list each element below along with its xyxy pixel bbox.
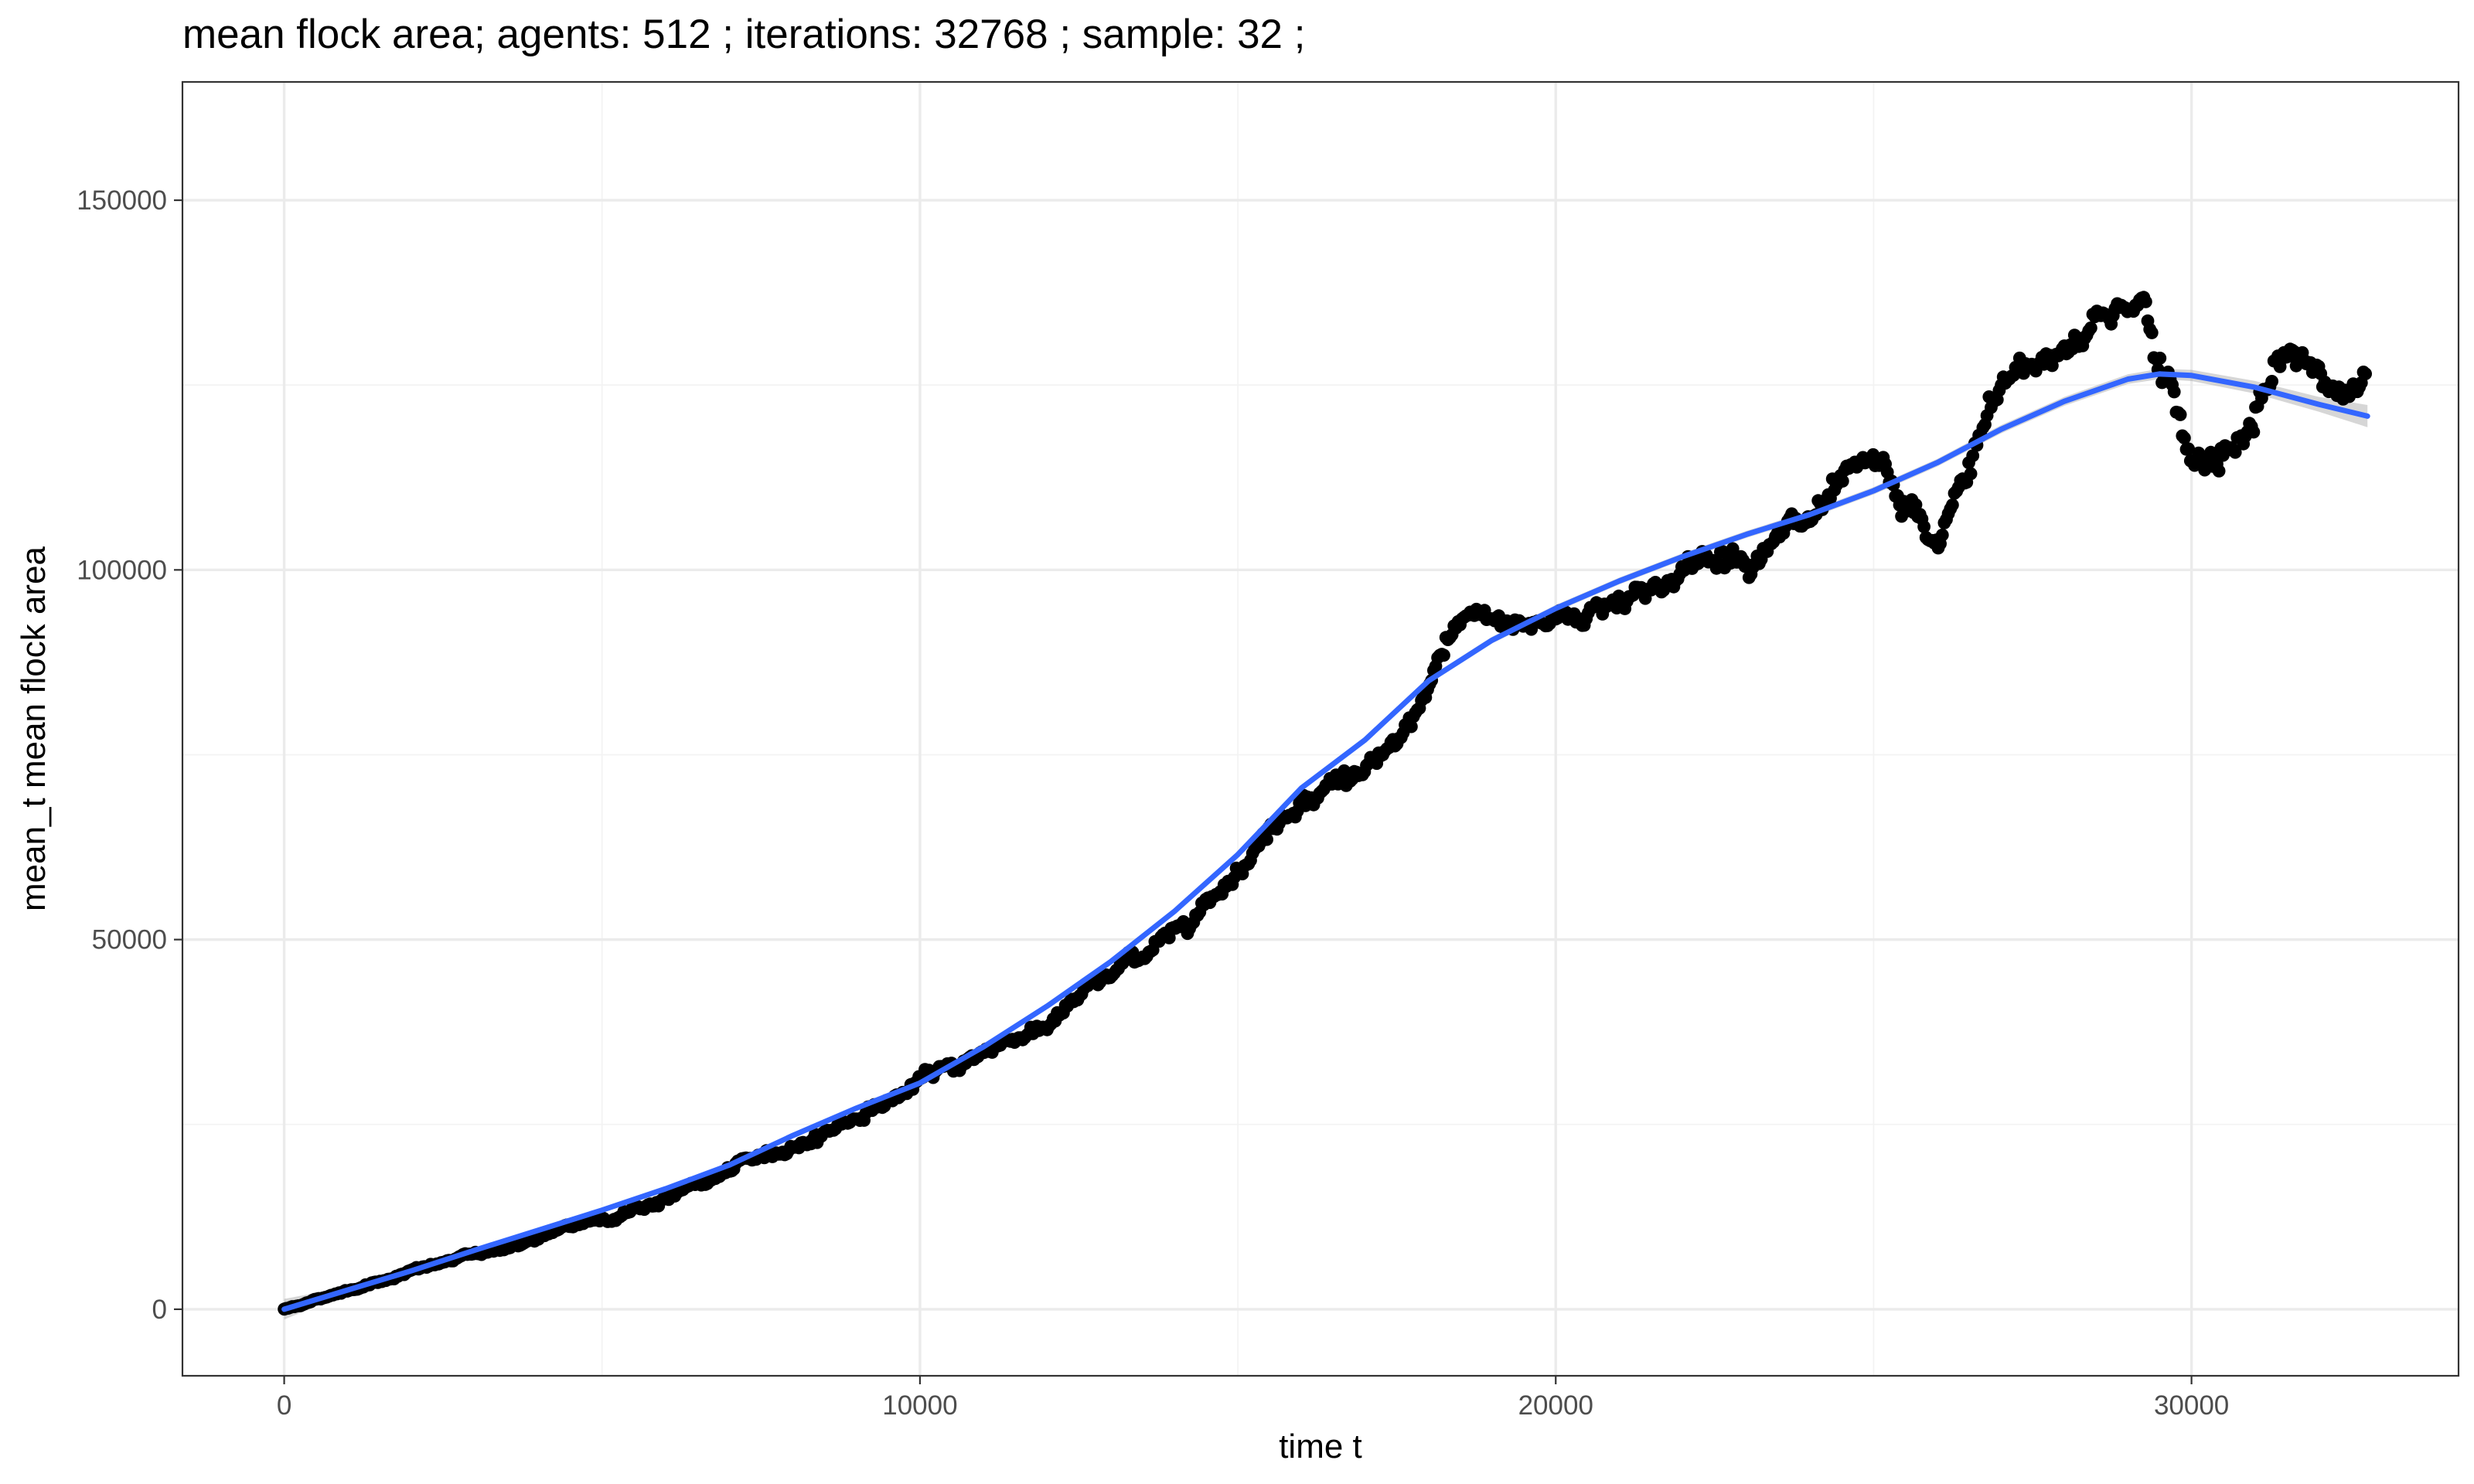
smooth-confidence-band bbox=[284, 369, 2368, 1320]
data-point bbox=[2178, 431, 2191, 445]
scatter-points bbox=[278, 291, 2373, 1316]
x-tick-label: 30000 bbox=[2154, 1390, 2229, 1421]
data-point bbox=[1437, 648, 1450, 662]
data-point bbox=[1405, 720, 1418, 733]
x-tick-label: 0 bbox=[277, 1390, 291, 1421]
data-point bbox=[1946, 498, 1959, 512]
y-axis-ticks: 0 50000 100000 150000 bbox=[77, 186, 182, 1325]
y-tick-label: 0 bbox=[152, 1295, 167, 1325]
x-tick-label: 20000 bbox=[1518, 1390, 1593, 1421]
data-point bbox=[1964, 467, 1978, 481]
chart-title: mean flock area; agents: 512 ; iteration… bbox=[182, 12, 1305, 57]
data-point bbox=[1835, 475, 1849, 488]
y-tick-label: 100000 bbox=[77, 555, 167, 585]
data-point bbox=[2212, 465, 2226, 478]
data-point bbox=[1260, 832, 1273, 846]
data-point bbox=[2247, 425, 2261, 439]
data-point bbox=[2145, 326, 2159, 339]
x-axis-title: time t bbox=[1279, 1428, 1362, 1465]
y-axis-title: mean_t mean flock area bbox=[15, 546, 53, 911]
data-point bbox=[2084, 321, 2097, 335]
y-tick-label: 150000 bbox=[77, 186, 167, 216]
panel-border bbox=[181, 80, 2460, 1377]
data-point bbox=[2173, 408, 2187, 421]
data-point bbox=[1935, 528, 1949, 542]
data-point bbox=[1917, 520, 1931, 533]
data-point bbox=[2139, 295, 2152, 308]
grid bbox=[182, 82, 2459, 1376]
y-tick-label: 50000 bbox=[92, 925, 167, 955]
data-point bbox=[2359, 367, 2373, 380]
data-point bbox=[2153, 352, 2167, 365]
data-point bbox=[2167, 385, 2181, 399]
x-tick-label: 10000 bbox=[882, 1390, 957, 1421]
x-axis-ticks: 0 10000 20000 30000 bbox=[277, 1376, 2229, 1421]
data-point bbox=[2228, 445, 2242, 459]
smooth-line bbox=[281, 371, 2370, 1312]
data-point bbox=[1966, 449, 1980, 462]
data-point bbox=[2265, 375, 2279, 388]
data-point bbox=[2182, 442, 2196, 456]
